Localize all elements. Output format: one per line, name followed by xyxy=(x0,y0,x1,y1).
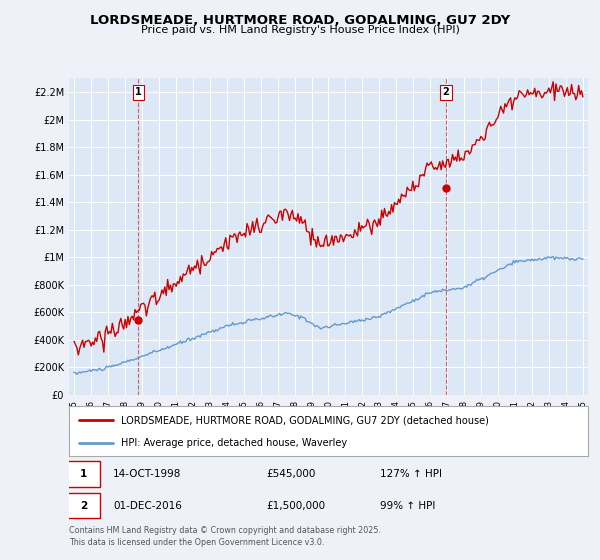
Text: HPI: Average price, detached house, Waverley: HPI: Average price, detached house, Wave… xyxy=(121,438,347,449)
Text: 2: 2 xyxy=(80,501,87,511)
Text: 127% ↑ HPI: 127% ↑ HPI xyxy=(380,469,442,479)
Text: 2: 2 xyxy=(442,87,449,97)
Text: Price paid vs. HM Land Registry's House Price Index (HPI): Price paid vs. HM Land Registry's House … xyxy=(140,25,460,35)
Text: £545,000: £545,000 xyxy=(266,469,316,479)
FancyBboxPatch shape xyxy=(67,461,100,487)
Text: £1,500,000: £1,500,000 xyxy=(266,501,325,511)
FancyBboxPatch shape xyxy=(67,493,100,519)
Text: 99% ↑ HPI: 99% ↑ HPI xyxy=(380,501,436,511)
Text: Contains HM Land Registry data © Crown copyright and database right 2025.
This d: Contains HM Land Registry data © Crown c… xyxy=(69,526,381,547)
Text: 01-DEC-2016: 01-DEC-2016 xyxy=(113,501,182,511)
Text: 1: 1 xyxy=(135,87,142,97)
Text: LORDSMEADE, HURTMORE ROAD, GODALMING, GU7 2DY: LORDSMEADE, HURTMORE ROAD, GODALMING, GU… xyxy=(90,14,510,27)
Text: 14-OCT-1998: 14-OCT-1998 xyxy=(113,469,181,479)
Text: LORDSMEADE, HURTMORE ROAD, GODALMING, GU7 2DY (detached house): LORDSMEADE, HURTMORE ROAD, GODALMING, GU… xyxy=(121,415,489,425)
Text: 1: 1 xyxy=(80,469,87,479)
